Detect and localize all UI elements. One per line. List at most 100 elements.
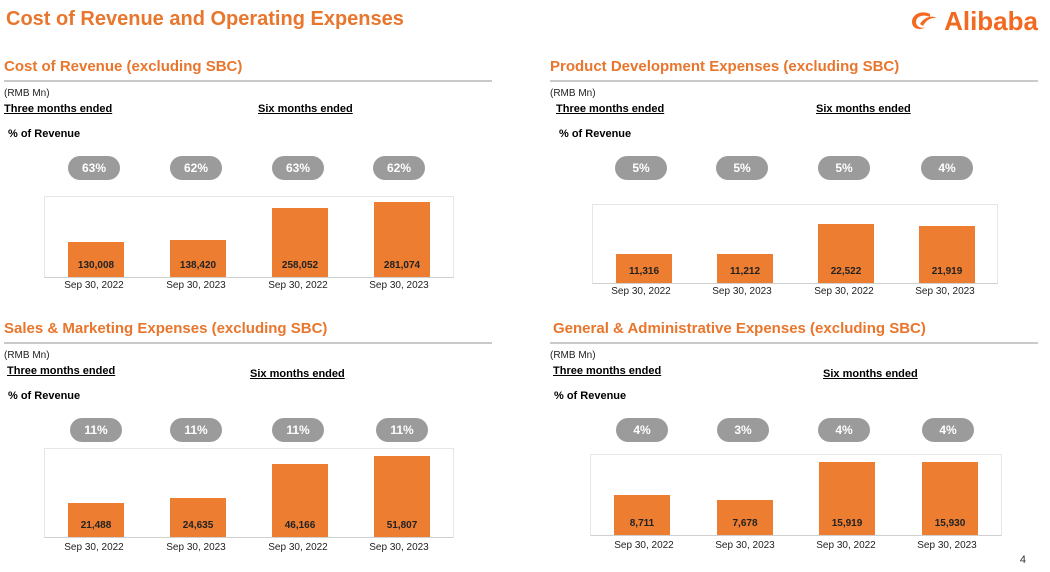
bar-value-label: 15,930 [934,518,966,529]
page-number: 4 [1019,554,1026,566]
bar-value-label: 8,711 [629,518,655,529]
six-months-label: Six months ended [250,368,345,380]
bar [717,500,773,535]
percent-pill: 63% [68,156,120,180]
chart-panel-cost-of-revenue: Cost of Revenue (excluding SBC) (RMB Mn)… [4,58,494,308]
x-tick-label: Sep 30, 2022 [268,542,328,553]
page-title: Cost of Revenue and Operating Expenses [6,8,404,30]
bar [818,224,874,283]
bar [717,254,773,283]
percent-pill: 11% [70,418,122,442]
alibaba-mark-icon [912,12,938,30]
six-months-label: Six months ended [258,103,353,115]
bar [68,503,124,537]
plot-area: 8,711 7,678 15,919 15,930 [590,454,1002,536]
bar-value-label: 11,316 [628,266,660,277]
percent-of-revenue-label: % of Revenue [559,128,632,140]
bar [68,242,124,277]
x-tick-label: Sep 30, 2023 [917,540,977,551]
bar [819,462,875,535]
percent-pill: 4% [921,156,973,180]
percent-pill: 63% [272,156,324,180]
x-tick-label: Sep 30, 2023 [369,280,429,291]
bar-value-label: 46,166 [284,520,316,531]
three-months-label: Three months ended [556,103,665,115]
plot-area: 21,488 24,635 46,166 51,807 [44,448,454,538]
panel-title: General & Administrative Expenses (exclu… [553,320,926,337]
title-rule [4,80,492,82]
bar-value-label: 24,635 [182,520,214,531]
x-tick-label: Sep 30, 2022 [814,286,874,297]
x-tick-label: Sep 30, 2023 [166,542,226,553]
percent-of-revenue-label: % of Revenue [8,390,81,402]
bar [170,498,226,537]
bar-value-label: 11,212 [729,266,761,277]
bar [272,464,328,537]
percent-pill: 3% [717,418,769,442]
chart-panel-general-administrative: General & Administrative Expenses (exclu… [550,320,1040,570]
logo-wordmark: Alibaba [944,5,1038,36]
three-months-label: Three months ended [553,365,662,377]
chart-panel-product-development: Product Development Expenses (excluding … [550,58,1040,308]
title-rule [4,342,492,344]
panel-title: Product Development Expenses (excluding … [550,58,900,75]
x-tick-label: Sep 30, 2023 [166,280,226,291]
percent-pill: 11% [376,418,428,442]
unit-label: (RMB Mn) [4,88,50,99]
plot-area: 11,316 11,212 22,522 21,919 [592,204,998,284]
percent-pill: 4% [616,418,668,442]
unit-label: (RMB Mn) [4,350,50,361]
x-tick-label: Sep 30, 2022 [611,286,671,297]
percent-pill: 5% [615,156,667,180]
bar [374,202,430,277]
bar-value-label: 7,678 [732,518,758,529]
x-tick-label: Sep 30, 2023 [369,542,429,553]
three-months-label: Three months ended [4,103,113,115]
percent-pill: 62% [373,156,425,180]
x-tick-label: Sep 30, 2022 [816,540,876,551]
bar-value-label: 130,008 [77,260,115,271]
bar [374,456,430,537]
bar [272,208,328,277]
bar [922,462,978,535]
x-tick-label: Sep 30, 2023 [715,540,775,551]
alibaba-logo: Alibaba [906,6,1038,36]
x-tick-label: Sep 30, 2023 [915,286,975,297]
panel-title: Cost of Revenue (excluding SBC) [4,58,243,75]
bar-value-label: 138,420 [179,260,217,271]
panel-title: Sales & Marketing Expenses (excluding SB… [4,320,328,337]
x-tick-label: Sep 30, 2022 [268,280,328,291]
six-months-label: Six months ended [823,368,918,380]
bar-value-label: 21,488 [80,520,112,531]
title-rule [550,342,1038,344]
bar [919,226,975,283]
x-tick-label: Sep 30, 2023 [712,286,772,297]
x-tick-label: Sep 30, 2022 [64,280,124,291]
x-tick-label: Sep 30, 2022 [614,540,674,551]
x-tick-label: Sep 30, 2022 [64,542,124,553]
percent-pill: 5% [716,156,768,180]
percent-pill: 11% [170,418,222,442]
bar-value-label: 21,919 [931,266,963,277]
unit-label: (RMB Mn) [550,350,596,361]
bar-value-label: 281,074 [383,260,421,271]
six-months-label: Six months ended [816,103,911,115]
percent-of-revenue-label: % of Revenue [554,390,627,402]
plot-area: 130,008 138,420 258,052 281,074 [44,196,454,278]
bar [170,240,226,277]
bar-value-label: 15,919 [831,518,863,529]
percent-pill: 4% [922,418,974,442]
bar-value-label: 51,807 [386,520,418,531]
percent-of-revenue-label: % of Revenue [8,128,81,140]
three-months-label: Three months ended [7,365,116,377]
percent-pill: 62% [170,156,222,180]
chart-panel-sales-marketing: Sales & Marketing Expenses (excluding SB… [4,320,494,570]
bar [616,254,672,283]
percent-pill: 5% [818,156,870,180]
title-rule [550,80,1038,82]
bar [614,495,670,535]
unit-label: (RMB Mn) [550,88,596,99]
percent-pill: 11% [272,418,324,442]
bar-value-label: 258,052 [281,260,319,271]
bar-value-label: 22,522 [830,266,862,277]
